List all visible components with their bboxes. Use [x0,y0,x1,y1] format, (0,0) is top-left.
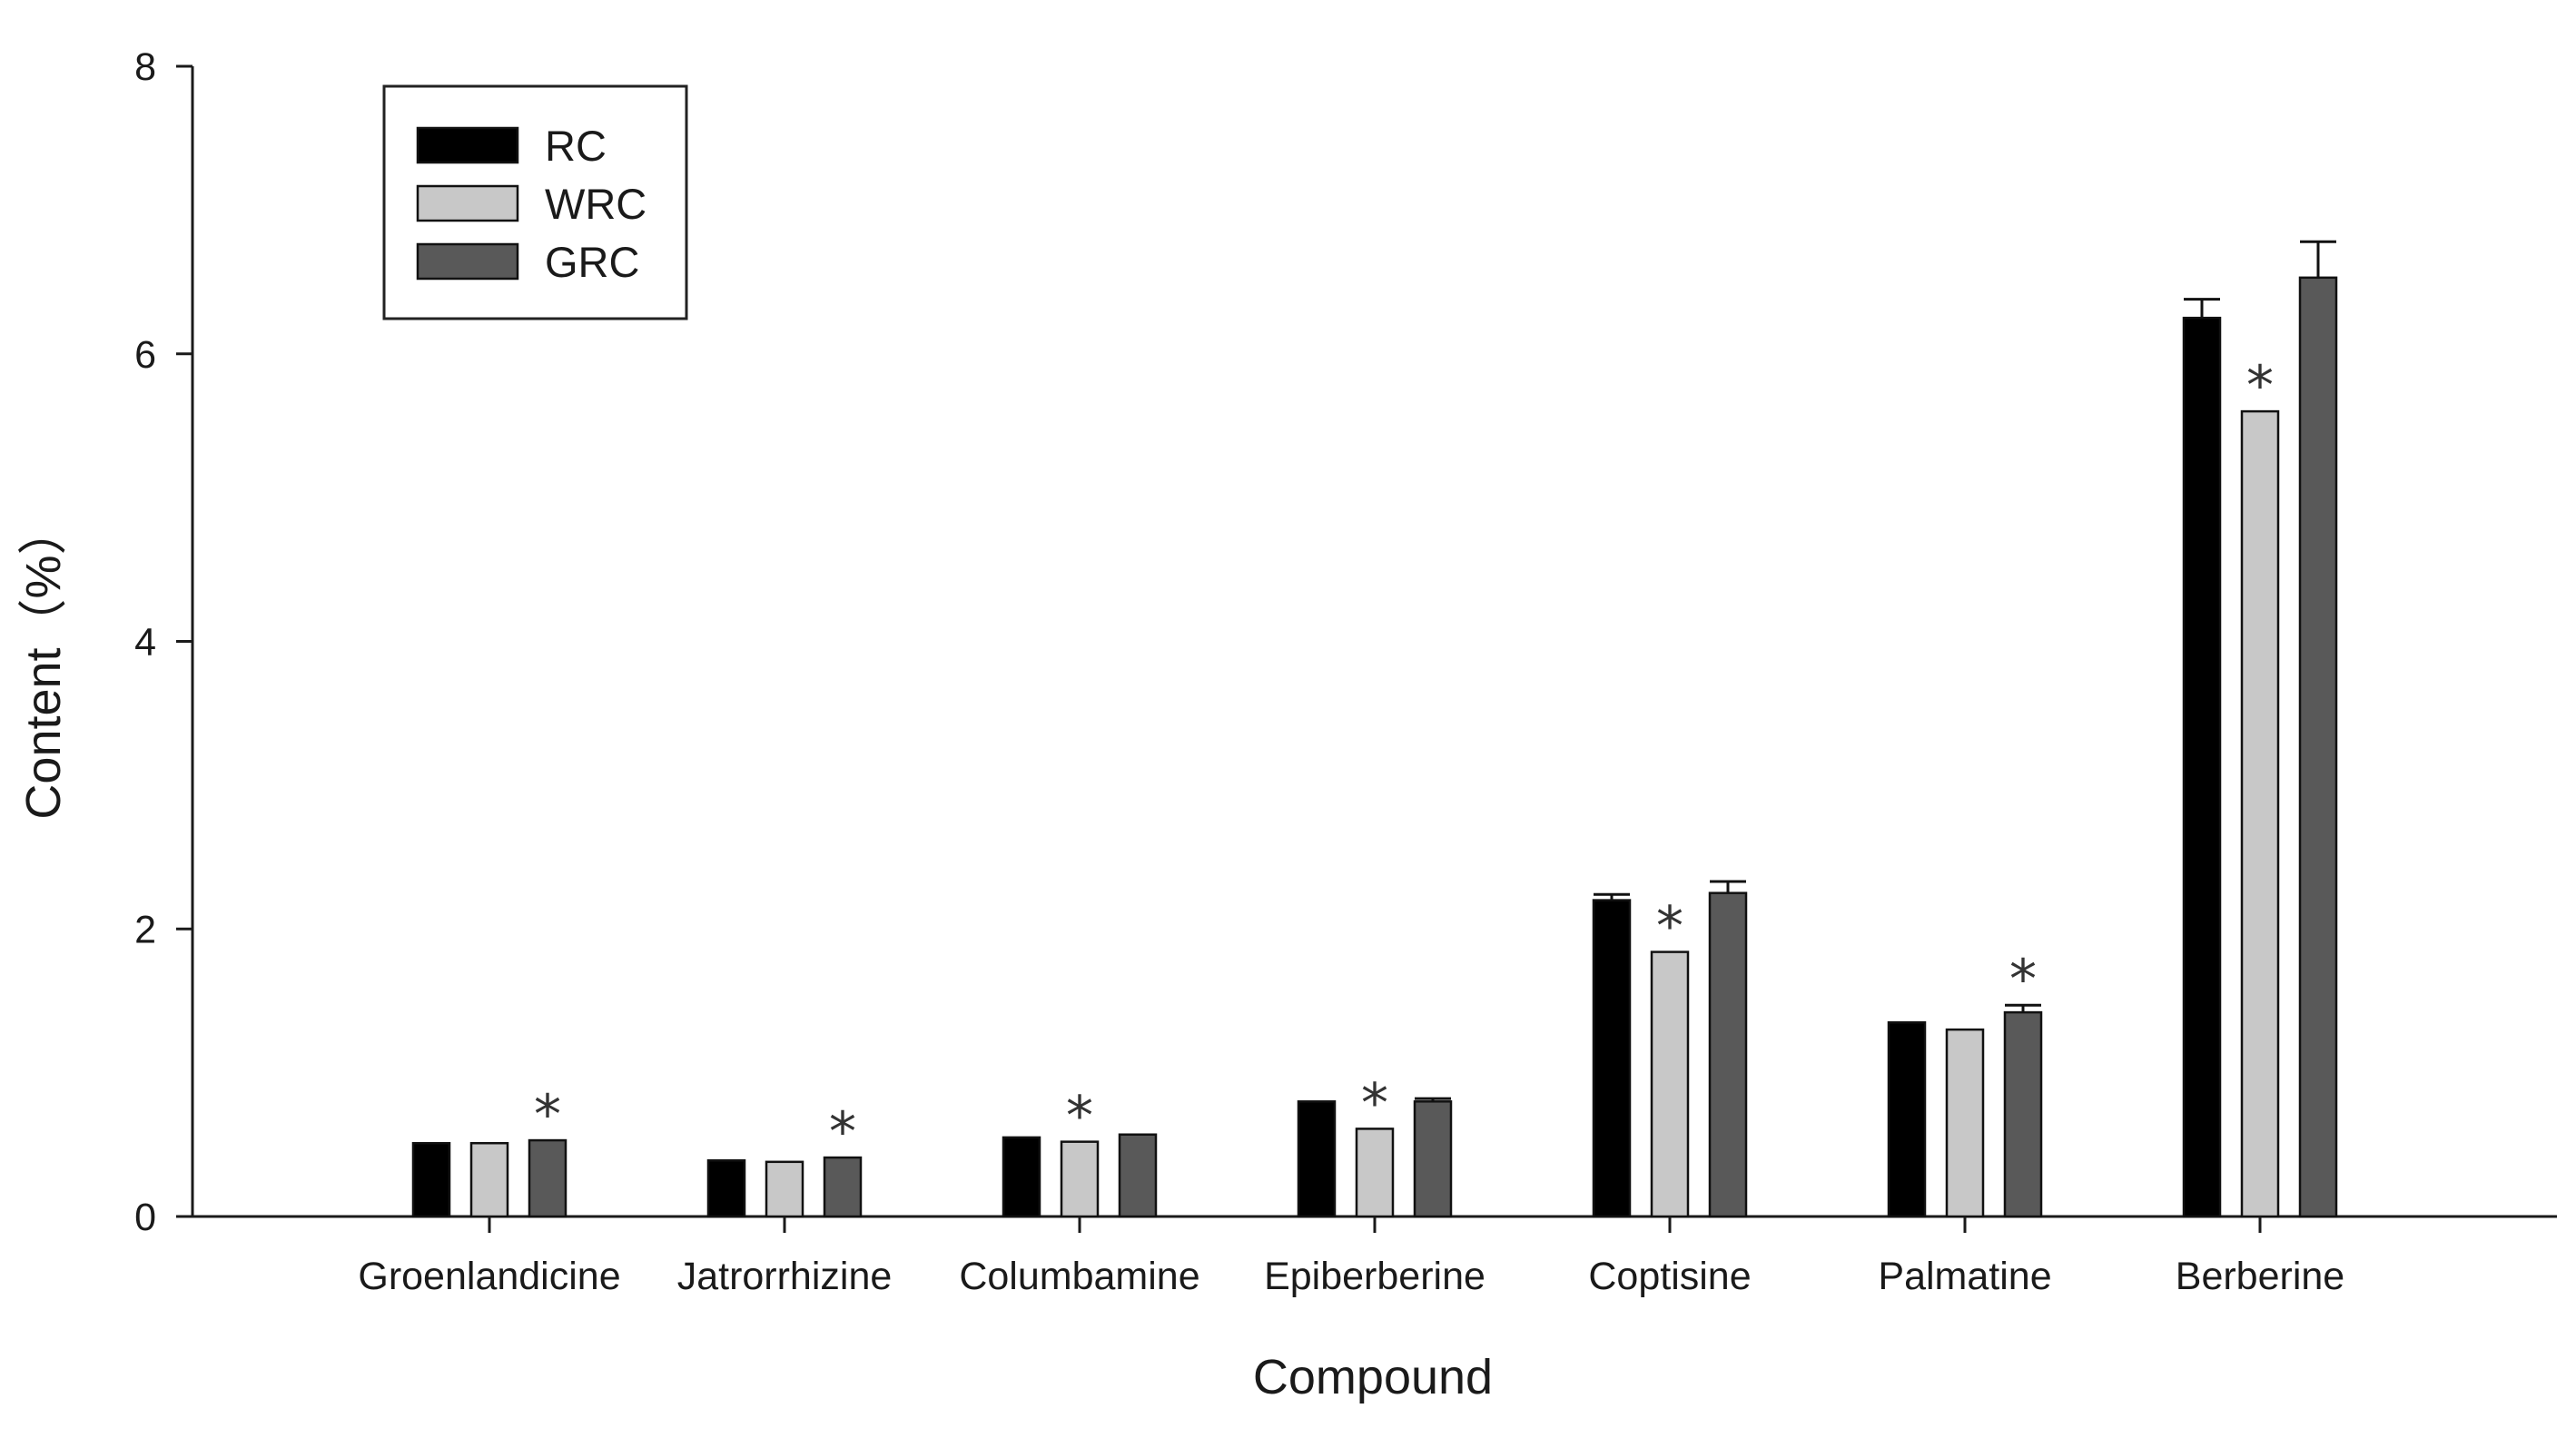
x-axis-category-labels: Groenlandicine Jatrorrhizine Columbamine Ep… [358,1216,2344,1298]
bars [411,240,2338,1218]
significance-mark: * [534,1083,561,1147]
bar-wrc [1060,1140,1100,1218]
bar-grc [1118,1133,1158,1218]
significance-mark: * [1361,1071,1388,1135]
x-tick-label: Epiberberine [1264,1255,1485,1298]
bar-rc [2182,316,2222,1218]
x-tick-label: Berberine [2176,1255,2344,1298]
y-tick-label: 4 [134,621,156,665]
bar-wrc [765,1160,804,1218]
bar-wrc [2240,409,2280,1218]
bar-grc [1413,1100,1453,1218]
bar-rc [1297,1100,1337,1218]
bar-rc [1002,1136,1041,1218]
bar-wrc [1650,950,1690,1218]
legend-label-rc: RC [545,122,607,170]
bar-wrc [1355,1128,1395,1218]
bar-grc [528,1138,568,1218]
legend-label-wrc: WRC [545,180,646,228]
x-tick-label: Jatrorrhizine [677,1255,893,1298]
bar-rc [1592,899,1632,1218]
significance-mark: * [829,1100,856,1164]
y-tick-label: 0 [134,1196,156,1239]
bar-grc [2003,1010,2043,1218]
legend-swatch-grc [416,242,519,281]
legend: RC WRC GRC [382,84,688,320]
significance-mark: * [1066,1085,1093,1148]
bar-grc [2298,276,2338,1218]
bar-grc [1708,891,1748,1218]
bar-rc [411,1141,451,1218]
legend-swatch-wrc [416,184,519,222]
bar-wrc [1945,1028,1985,1218]
legend-label-grc: GRC [545,238,639,286]
y-tick-label: 6 [134,333,156,377]
x-tick-label: Coptisine [1588,1255,1751,1298]
significance-marks: * * * * * * * [534,354,2274,1164]
y-axis-ticks: 0 2 4 6 8 [134,45,192,1239]
x-tick-label: Palmatine [1878,1255,2051,1298]
bar-rc [706,1158,746,1218]
bar-rc [1887,1020,1927,1218]
x-axis-title: Compound [1253,1350,1493,1404]
significance-mark: * [1656,895,1683,959]
significance-mark: * [2009,948,2037,1011]
y-tick-label: 8 [134,45,156,89]
legend-swatch-rc [416,126,519,164]
x-tick-label: Groenlandicine [358,1255,620,1298]
x-tick-label: Columbamine [959,1255,1199,1298]
y-tick-label: 2 [134,908,156,951]
bar-grc [823,1156,863,1218]
significance-mark: * [2246,354,2274,418]
bar-wrc [469,1141,509,1218]
y-axis-title: Content（%） [16,506,71,819]
